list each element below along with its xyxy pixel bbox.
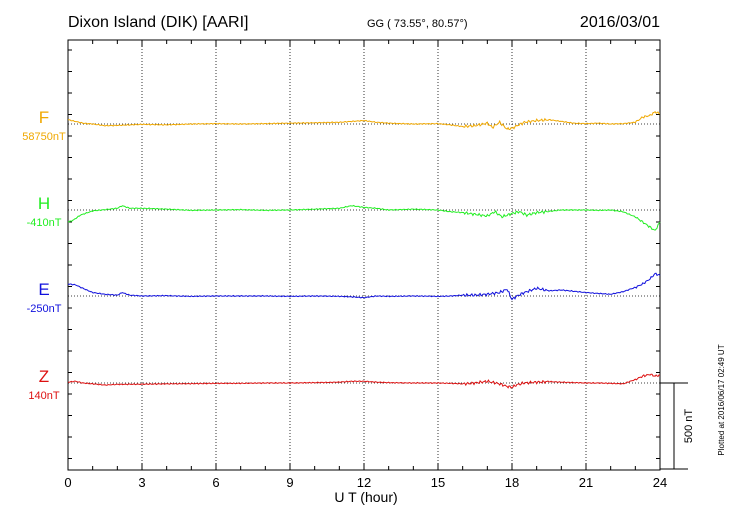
series-baseline-h: -410nT [27, 217, 62, 229]
grid-lines [68, 40, 660, 470]
x-axis: 0 3 6 9 12 15 18 21 24 [64, 40, 667, 490]
x-tick-label: 21 [579, 475, 593, 490]
series-baseline-f: 58750nT [22, 131, 66, 143]
scale-bar-label: 500 nT [683, 409, 695, 444]
x-axis-label: U T (hour) [334, 489, 397, 505]
series-line-e [67, 272, 661, 301]
x-tick-label: 24 [653, 475, 667, 490]
series-baseline-e: -250nT [27, 303, 62, 315]
series-name-e: E [38, 280, 49, 299]
x-tick-label: 9 [286, 475, 293, 490]
x-tick-label: 6 [212, 475, 219, 490]
chart-date: 2016/03/01 [580, 14, 660, 31]
plotted-timestamp: Plotted at 2016/06/17 02:49 UT [717, 344, 726, 455]
plot-frame [67, 39, 661, 471]
series-line-z [68, 373, 661, 389]
x-tick-label: 0 [64, 475, 71, 490]
series-labels: F 58750nT H -410nT E -250nT Z 140nT [22, 108, 66, 402]
series-name-h: H [38, 194, 50, 213]
x-tick-label: 12 [357, 475, 371, 490]
station-coords: GG ( 73.55°, 80.57°) [367, 18, 468, 30]
scale-bar: 500 nT [660, 382, 695, 470]
station-title: Dixon Island (DIK) [AARI] [68, 14, 249, 31]
series-lines [67, 110, 661, 389]
series-baseline-z: 140nT [28, 390, 59, 402]
x-tick-label: 3 [138, 475, 145, 490]
x-tick-label: 15 [431, 475, 445, 490]
x-tick-label: 18 [505, 475, 519, 490]
series-name-f: F [39, 108, 49, 127]
series-name-z: Z [39, 367, 49, 386]
series-line-f [67, 110, 660, 131]
series-line-h [67, 204, 661, 231]
